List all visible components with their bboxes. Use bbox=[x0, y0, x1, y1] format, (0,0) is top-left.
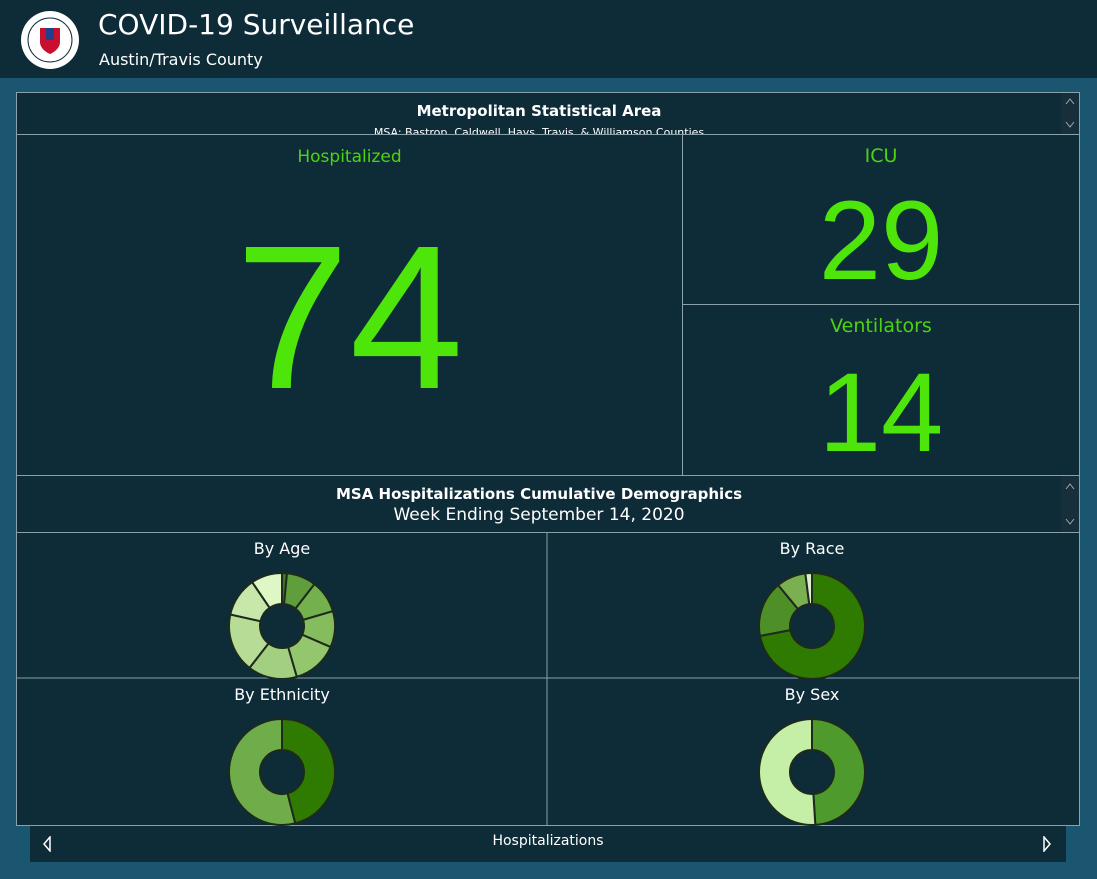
msa-subtitle: MSA: Bastrop, Caldwell, Hays, Travis, & … bbox=[373, 126, 705, 135]
scrollbar[interactable] bbox=[1061, 93, 1079, 134]
donut-segment bbox=[758, 571, 866, 680]
donut-segment bbox=[250, 571, 283, 610]
indicator-value: 29 bbox=[818, 178, 944, 303]
footer-label: Hospitalizations bbox=[492, 833, 604, 849]
demographics-title: MSA Hospitalizations Cumulative Demograp… bbox=[335, 485, 743, 503]
donut-segment bbox=[804, 571, 813, 606]
city-seal bbox=[21, 11, 79, 69]
prev-button[interactable] bbox=[42, 836, 52, 852]
hospitalized-panel: Hospitalized 74 bbox=[16, 134, 683, 476]
footer-bar: Hospitalizations bbox=[30, 826, 1066, 862]
indicator-value: 74 bbox=[235, 203, 464, 432]
app-subtitle: Austin/Travis County bbox=[99, 50, 263, 69]
donut-segment bbox=[811, 717, 866, 826]
header: COVID-19 Surveillance Austin/Travis Coun… bbox=[0, 0, 1097, 78]
scrollbar[interactable] bbox=[1061, 476, 1079, 532]
demographics-subtitle: Week Ending September 14, 2020 bbox=[393, 505, 685, 525]
app-title: COVID-19 Surveillance bbox=[98, 8, 415, 41]
chart-title: By Sex bbox=[785, 685, 840, 704]
msa-header: Metropolitan Statistical Area MSA: Bastr… bbox=[16, 92, 1080, 135]
icu-panel: ICU 29 bbox=[682, 134, 1080, 305]
chart-title: By Ethnicity bbox=[234, 685, 330, 704]
demographics-header: MSA Hospitalizations Cumulative Demograp… bbox=[16, 475, 1080, 533]
indicator-label: ICU bbox=[864, 145, 898, 167]
ventilators-panel: Ventilators 14 bbox=[682, 304, 1080, 476]
donut-segment bbox=[281, 717, 336, 825]
indicator-label: Hospitalized bbox=[297, 147, 402, 167]
next-button[interactable] bbox=[1042, 836, 1052, 852]
chart-title: By Age bbox=[254, 539, 310, 558]
msa-title: Metropolitan Statistical Area bbox=[416, 102, 662, 120]
chart-title: By Race bbox=[780, 539, 845, 558]
demographic-charts: By Age By Race By Ethnicity By Sex bbox=[16, 532, 1080, 826]
donut-segment bbox=[228, 717, 297, 826]
indicator-value: 14 bbox=[818, 350, 944, 475]
indicator-label: Ventilators bbox=[830, 315, 932, 337]
donut-segment bbox=[758, 717, 817, 826]
